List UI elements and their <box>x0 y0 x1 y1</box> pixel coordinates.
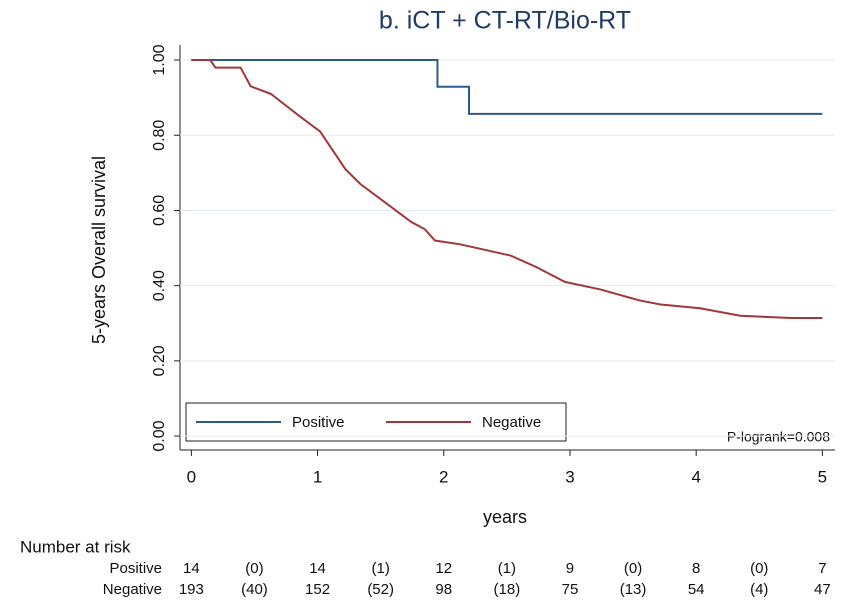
risk-row-label: Positive <box>109 560 162 577</box>
y-tick-label: 0.20 <box>151 345 168 376</box>
risk-cell: 152 <box>305 581 330 598</box>
risk-cell: (1) <box>498 560 516 577</box>
risk-cell: (0) <box>245 560 263 577</box>
y-axis-label: 5-years Overall survival <box>89 156 109 344</box>
plot-area <box>180 45 835 450</box>
risk-cell: (13) <box>620 581 647 598</box>
y-tick-label: 1.00 <box>151 44 168 75</box>
risk-cell: 54 <box>688 581 705 598</box>
y-tick-label: 0.60 <box>151 195 168 226</box>
x-tick-label: 1 <box>313 467 322 486</box>
risk-table-title: Number at risk <box>20 537 131 556</box>
y-tick-label: 0.80 <box>151 120 168 151</box>
chart-title: b. iCT + CT-RT/Bio-RT <box>379 7 631 35</box>
risk-cell: 7 <box>818 560 826 577</box>
x-tick-label: 2 <box>439 467 448 486</box>
x-axis-label: years <box>483 507 527 527</box>
y-tick-label: 0.40 <box>151 270 168 301</box>
risk-cell: (18) <box>494 581 521 598</box>
risk-cell: 12 <box>435 560 452 577</box>
risk-cell: 14 <box>309 560 326 577</box>
legend-label: Positive <box>292 414 345 431</box>
risk-cell: 8 <box>692 560 700 577</box>
risk-cell: 193 <box>179 581 204 598</box>
risk-cell: 98 <box>435 581 452 598</box>
x-tick-label: 5 <box>818 467 827 486</box>
annotation: P-logrank=0.008 <box>727 429 830 445</box>
risk-cell: (4) <box>750 581 768 598</box>
risk-cell: 47 <box>814 581 831 598</box>
risk-cell: (52) <box>367 581 394 598</box>
risk-cell: 75 <box>562 581 579 598</box>
risk-cell: (0) <box>624 560 642 577</box>
risk-cell: 9 <box>566 560 574 577</box>
x-tick-label: 3 <box>565 467 574 486</box>
legend-label: Negative <box>482 414 541 431</box>
risk-cell: (1) <box>371 560 389 577</box>
risk-cell: (0) <box>750 560 768 577</box>
risk-cell: (40) <box>241 581 268 598</box>
survival-curve <box>191 59 823 115</box>
survival-curve <box>191 59 823 320</box>
x-tick-label: 0 <box>187 467 196 486</box>
y-tick-label: 0.00 <box>151 420 168 451</box>
x-tick-label: 4 <box>691 467 700 486</box>
risk-cell: 14 <box>183 560 200 577</box>
risk-row-label: Negative <box>103 581 162 598</box>
